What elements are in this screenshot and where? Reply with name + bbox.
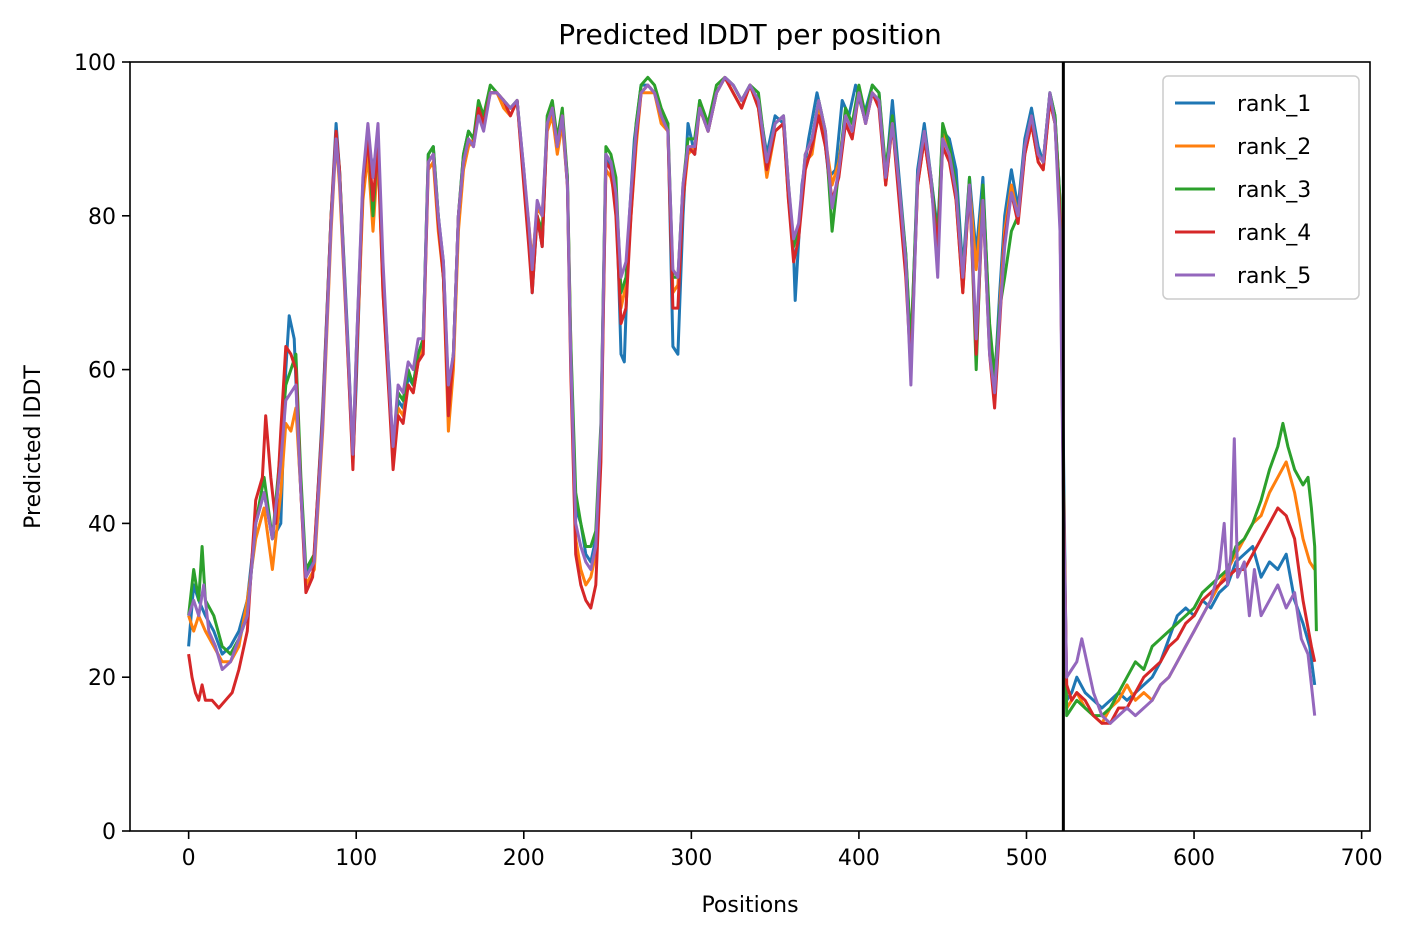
x-tick-label: 0	[182, 846, 196, 871]
x-tick-label: 100	[335, 846, 377, 871]
legend: rank_1 rank_2 rank_3 rank_4 rank_5	[1162, 75, 1360, 300]
legend-frame	[1162, 75, 1360, 300]
y-tick-label: 100	[74, 51, 116, 76]
legend-entry-label: rank_5	[1237, 264, 1311, 289]
legend-entry-label: rank_2	[1237, 135, 1311, 160]
x-tick-label: 500	[1005, 846, 1047, 871]
plot-area	[129, 61, 1371, 832]
x-tick-label: 600	[1173, 846, 1215, 871]
y-tick-label: 40	[88, 512, 116, 537]
series-layer	[187, 75, 1318, 725]
x-tick-label: 200	[503, 846, 545, 871]
legend-entry-label: rank_4	[1237, 221, 1311, 246]
y-tick-label: 60	[88, 359, 116, 384]
x-axis-ticks: 0 100 200 300 400 500 600 700	[182, 831, 1383, 871]
legend-entry-label: rank_1	[1237, 92, 1311, 117]
y-tick-label: 80	[88, 205, 116, 230]
x-tick-label: 300	[670, 846, 712, 871]
series-line-rank-5	[187, 75, 1317, 725]
x-tick-label: 400	[838, 846, 880, 871]
legend-entry-label: rank_3	[1237, 178, 1311, 203]
y-tick-label: 0	[102, 820, 116, 845]
x-axis-label: Positions	[701, 893, 798, 918]
x-tick-label: 700	[1341, 846, 1383, 871]
y-tick-label: 20	[88, 666, 116, 691]
y-axis-ticks: 0 20 40 60 80 100	[74, 51, 130, 845]
y-axis-label: Predicted lDDT	[21, 365, 46, 529]
axes-frame	[129, 61, 1371, 832]
chart-title: Predicted lDDT per position	[558, 18, 942, 51]
